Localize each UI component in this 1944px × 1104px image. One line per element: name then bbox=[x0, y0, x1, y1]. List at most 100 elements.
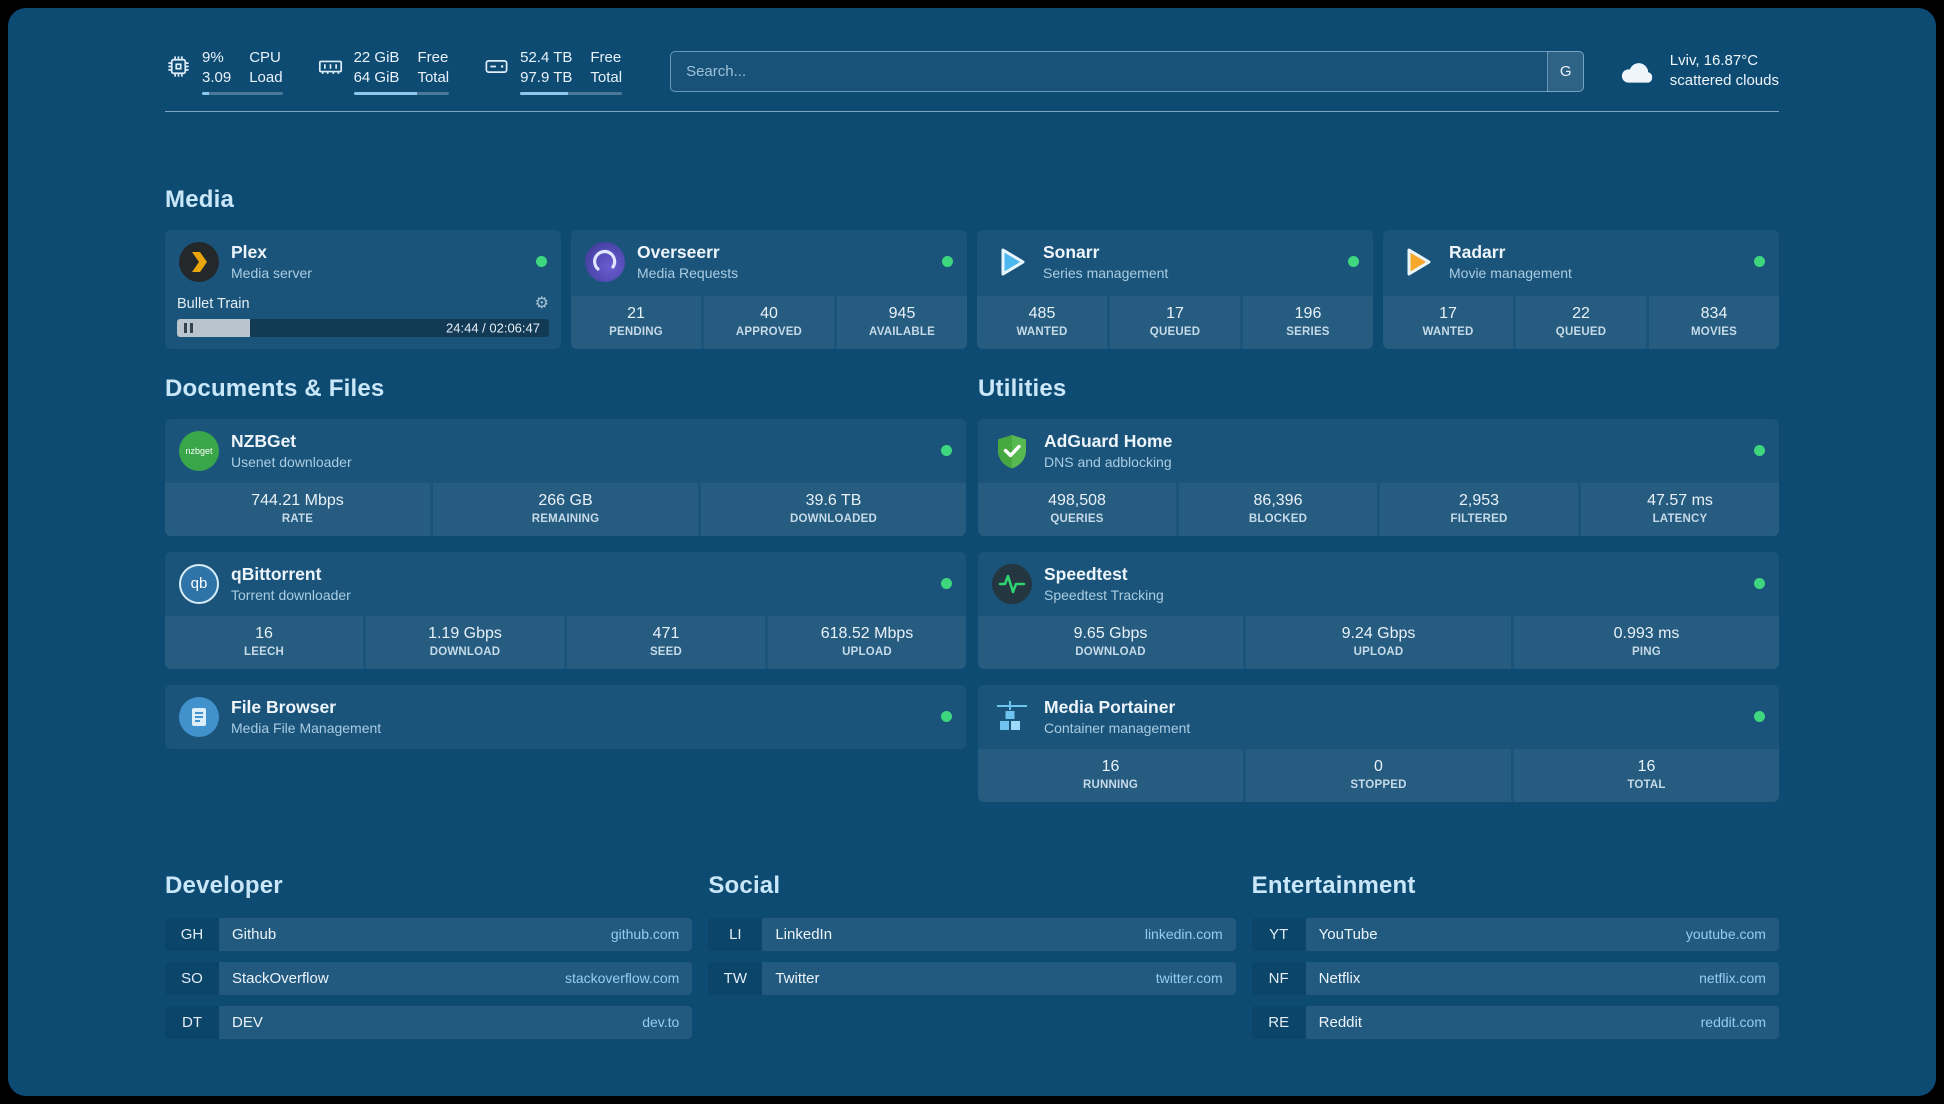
service-subtitle: Media File Management bbox=[231, 720, 382, 737]
stat-label: BLOCKED bbox=[1248, 512, 1308, 525]
service-card-speedtest[interactable]: Speedtest Speedtest Tracking 9.65 Gbps D… bbox=[978, 551, 1779, 669]
section-title-developer: Developer bbox=[165, 871, 283, 899]
top-bar: 9% CPU 3.09 Load 22 bbox=[165, 48, 1779, 95]
search-provider-button[interactable]: G bbox=[1546, 50, 1584, 92]
stat-value: 196 bbox=[1294, 304, 1322, 322]
portainer-stats: 16 RUNNING 0 STOPPED 16 TOTAL bbox=[978, 748, 1779, 802]
status-online-dot bbox=[941, 711, 952, 723]
stat-filtered: 2,953 FILTERED bbox=[1380, 482, 1578, 536]
bookmark-dev[interactable]: DT DEV dev.to bbox=[165, 1005, 693, 1039]
stat-downloaded: 39.6 TB DOWNLOADED bbox=[701, 482, 966, 536]
bookmark-youtube[interactable]: YT YouTube youtube.com bbox=[1251, 917, 1779, 951]
stat-upload: 618.52 Mbps UPLOAD bbox=[768, 615, 966, 669]
bookmark-linkedin[interactable]: LI LinkedIn linkedin.com bbox=[708, 917, 1236, 951]
stat-value: 21 bbox=[627, 304, 645, 322]
adguard-header: AdGuard Home DNS and adblocking bbox=[978, 419, 1779, 483]
stat-label: FILTERED bbox=[1450, 512, 1508, 525]
portainer-crane-icon bbox=[992, 697, 1032, 737]
bookmark-stackoverflow[interactable]: SO StackOverflow stackoverflow.com bbox=[165, 961, 693, 995]
service-subtitle: Movie management bbox=[1449, 265, 1572, 282]
service-card-radarr[interactable]: Radarr Movie management 17 WANTED 22 QUE… bbox=[1383, 229, 1779, 349]
stat-value: 16 bbox=[1637, 757, 1656, 775]
service-card-portainer[interactable]: Media Portainer Container management 16 … bbox=[978, 684, 1779, 802]
plex-text: Plex Media server bbox=[231, 242, 312, 281]
pause-button[interactable] bbox=[184, 322, 193, 333]
sonarr-stats: 485 WANTED 17 QUEUED 196 SERIES bbox=[977, 295, 1373, 349]
bookmark-body: Twitter twitter.com bbox=[762, 961, 1236, 995]
overseerr-text: Overseerr Media Requests bbox=[637, 242, 738, 281]
middle-columns: Documents & Files nzbget NZBGet Usenet d… bbox=[165, 375, 1779, 818]
bookmark-domain: stackoverflow.com bbox=[564, 970, 680, 987]
service-card-sonarr[interactable]: Sonarr Series management 485 WANTED 17 Q… bbox=[977, 229, 1373, 349]
bookmark-abbr: SO bbox=[165, 961, 219, 995]
bookmark-name: Reddit bbox=[1318, 1013, 1363, 1031]
memory-free-value: 22 GiB bbox=[353, 49, 400, 66]
section-title-entertainment: Entertainment bbox=[1251, 871, 1416, 899]
bookmark-name: Github bbox=[232, 925, 277, 943]
stat-label: UPLOAD bbox=[842, 645, 892, 658]
cpu-usage-label: CPU bbox=[249, 49, 281, 66]
bookmarks-section: Developer GH Github github.com SO StackO… bbox=[165, 872, 1779, 1050]
stat-label: SERIES bbox=[1286, 325, 1330, 338]
overseerr-stats: 21 PENDING 40 APPROVED 945 AVAILABLE bbox=[571, 295, 967, 349]
bookmark-name: Twitter bbox=[775, 969, 820, 987]
memory-widget: 22 GiB Free 64 GiB Total bbox=[317, 48, 450, 95]
gear-icon[interactable]: ⚙ bbox=[534, 294, 549, 312]
speedtest-icon bbox=[992, 563, 1032, 604]
utilities-column: Utilities AdGuard Home DNS and adblockin… bbox=[978, 375, 1779, 818]
bookmark-twitter[interactable]: TW Twitter twitter.com bbox=[708, 961, 1236, 995]
service-card-adguard[interactable]: AdGuard Home DNS and adblocking 498,508 … bbox=[978, 418, 1779, 536]
sonarr-text: Sonarr Series management bbox=[1043, 242, 1168, 281]
stat-value: 47.57 ms bbox=[1647, 491, 1713, 509]
stat-value: 0 bbox=[1374, 757, 1383, 775]
stat-wanted: 485 WANTED bbox=[977, 295, 1107, 349]
service-card-filebrowser[interactable]: File Browser Media File Management bbox=[165, 684, 966, 749]
stat-label: DOWNLOAD bbox=[1075, 645, 1146, 658]
search-input[interactable] bbox=[670, 50, 1584, 92]
stat-value: 2,953 bbox=[1458, 491, 1500, 509]
stat-value: 834 bbox=[1700, 304, 1728, 322]
stat-label: DOWNLOADED bbox=[790, 512, 877, 525]
speedtest-text: Speedtest Speedtest Tracking bbox=[1044, 564, 1164, 603]
service-card-nzbget[interactable]: nzbget NZBGet Usenet downloader 744.21 M… bbox=[165, 418, 966, 536]
bookmark-reddit[interactable]: RE Reddit reddit.com bbox=[1251, 1005, 1779, 1039]
service-card-plex[interactable]: Plex Media server Bullet Train ⚙ 24:44 /… bbox=[165, 229, 561, 349]
bookmark-body: YouTube youtube.com bbox=[1305, 917, 1779, 951]
service-card-qbittorrent[interactable]: qb qBittorrent Torrent downloader 16 LEE… bbox=[165, 551, 966, 669]
service-card-overseerr[interactable]: Overseerr Media Requests 21 PENDING 40 A… bbox=[571, 229, 967, 349]
status-online-dot bbox=[941, 578, 952, 590]
cpu-progress-bar bbox=[202, 91, 283, 95]
bookmarks-developer: Developer GH Github github.com SO StackO… bbox=[165, 871, 693, 1050]
bookmark-name: Netflix bbox=[1318, 969, 1361, 987]
bookmark-github[interactable]: GH Github github.com bbox=[165, 917, 693, 951]
bookmark-netflix[interactable]: NF Netflix netflix.com bbox=[1251, 961, 1779, 995]
bookmark-body: Netflix netflix.com bbox=[1305, 961, 1779, 995]
bookmark-domain: netflix.com bbox=[1699, 970, 1766, 987]
bookmarks-social: Social LI LinkedIn linkedin.com TW Twitt… bbox=[708, 871, 1236, 1006]
stat-blocked: 86,396 BLOCKED bbox=[1179, 482, 1377, 536]
service-subtitle: Torrent downloader bbox=[231, 587, 351, 604]
bookmark-domain: linkedin.com bbox=[1144, 926, 1223, 943]
stat-value: 9.65 Gbps bbox=[1073, 624, 1148, 642]
header-divider bbox=[165, 110, 1779, 112]
bookmark-abbr: GH bbox=[165, 917, 219, 951]
stat-value: 1.19 Gbps bbox=[428, 624, 502, 642]
stat-stopped: 0 STOPPED bbox=[1246, 748, 1511, 802]
stat-label: UPLOAD bbox=[1353, 645, 1404, 658]
sonarr-icon bbox=[991, 242, 1031, 282]
status-online-dot bbox=[942, 256, 953, 268]
bookmark-body: StackOverflow stackoverflow.com bbox=[219, 961, 693, 995]
media-progress-bar: 24:44 / 02:06:47 bbox=[177, 318, 549, 337]
stat-queued: 17 QUEUED bbox=[1110, 295, 1240, 349]
search-bar: G bbox=[670, 50, 1584, 92]
stat-latency: 47.57 ms LATENCY bbox=[1581, 482, 1779, 536]
section-title-social: Social bbox=[708, 871, 781, 899]
qbittorrent-icon-text: qb bbox=[190, 575, 208, 593]
stat-remaining: 266 GB REMAINING bbox=[433, 482, 698, 536]
stat-label: STOPPED bbox=[1350, 778, 1407, 791]
stat-value: 9.24 Gbps bbox=[1341, 624, 1416, 642]
disk-widget-body: 52.4 TB Free 97.9 TB Total bbox=[520, 48, 623, 95]
stat-value: 17 bbox=[1439, 304, 1457, 322]
bookmark-body: DEV dev.to bbox=[219, 1005, 693, 1039]
stat-download: 1.19 Gbps DOWNLOAD bbox=[366, 615, 564, 669]
